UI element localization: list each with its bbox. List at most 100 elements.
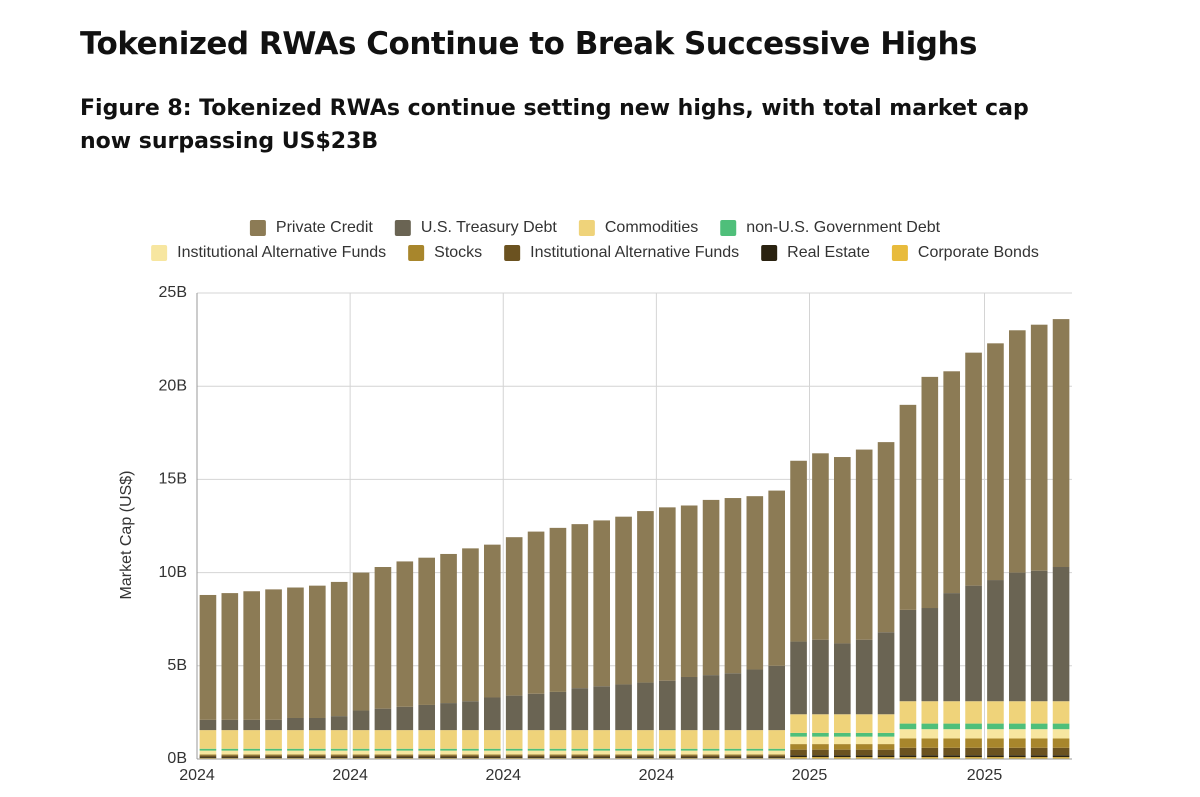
- bar-segment: [921, 376, 939, 609]
- bar-segment: [768, 730, 785, 749]
- bar-segment: [243, 719, 260, 731]
- bar-segment: [1030, 747, 1048, 756]
- bar-segment: [877, 732, 895, 737]
- bar-segment: [790, 736, 807, 745]
- bar-segment: [921, 729, 939, 739]
- bar-segment: [987, 757, 1004, 759]
- bar-segment: [899, 701, 917, 724]
- x-tick-label: 2024: [485, 767, 521, 784]
- bar-segment: [1009, 738, 1026, 748]
- bar-segment: [790, 714, 807, 733]
- bar-segment: [1052, 701, 1070, 724]
- bar-segment: [593, 686, 610, 731]
- bar-segment: [659, 755, 676, 758]
- bar-segment: [440, 553, 457, 704]
- bar-segment: [1030, 738, 1048, 748]
- bar-segment: [812, 755, 829, 758]
- bar-segment: [287, 755, 304, 758]
- bar-segment: [812, 744, 829, 750]
- bar-segment: [965, 747, 982, 756]
- bar-segment: [965, 755, 982, 758]
- bar-segment: [374, 567, 392, 709]
- bar-segment: [746, 748, 764, 751]
- bar-segment: [834, 749, 851, 756]
- bar-segment: [987, 747, 1004, 756]
- bar-segment: [352, 710, 370, 731]
- bar-segment: [265, 730, 282, 749]
- bar-segment: [987, 701, 1004, 724]
- bar-segment: [659, 754, 676, 756]
- bar-segment: [834, 755, 851, 758]
- bar-segment: [1009, 729, 1026, 739]
- bar-segment: [724, 757, 742, 759]
- bar-segment: [527, 531, 545, 694]
- legend-label: Institutional Alternative Funds: [177, 244, 386, 261]
- bar-segment: [943, 371, 960, 594]
- legend-swatch: [578, 220, 595, 236]
- bar-segment: [855, 755, 873, 758]
- bar-segment: [243, 730, 260, 749]
- bar-segment: [527, 754, 545, 756]
- bar-segment: [440, 757, 457, 759]
- bar-segment: [637, 730, 654, 749]
- y-axis-label: Market Cap (US$): [118, 471, 135, 600]
- bar-segment: [549, 754, 567, 756]
- bar-segment: [243, 748, 260, 751]
- bar-segment: [243, 750, 260, 755]
- bar-segment: [659, 757, 676, 759]
- bar-segment: [265, 755, 282, 758]
- bar-segment: [549, 691, 567, 731]
- bar-segment: [484, 757, 501, 759]
- bar-segment: [1009, 757, 1026, 759]
- legend-label: U.S. Treasury Debt: [421, 219, 558, 236]
- bar-segment: [1052, 755, 1070, 758]
- legend-label: Commodities: [605, 219, 698, 236]
- bar-segment: [1052, 723, 1070, 730]
- bar-segment: [724, 750, 742, 755]
- bar-segment: [287, 717, 304, 731]
- bar-segment: [637, 682, 654, 731]
- bar-segment: [374, 730, 392, 749]
- bar-segment: [309, 748, 326, 751]
- bar-segment: [921, 723, 939, 730]
- bar-segment: [440, 750, 457, 755]
- bar-segment: [834, 714, 851, 733]
- bar-segment: [855, 732, 873, 737]
- bar-segment: [396, 706, 414, 731]
- bar-segment: [899, 738, 917, 748]
- bar-segment: [965, 701, 982, 724]
- legend-swatch: [720, 220, 737, 236]
- bar-segment: [680, 676, 698, 731]
- bar-segment: [330, 750, 348, 755]
- legend-swatch: [394, 220, 411, 236]
- bar-segment: [484, 755, 501, 758]
- bar-segment: [637, 757, 654, 759]
- bar-segment: [593, 757, 610, 759]
- bar-segment: [724, 755, 742, 758]
- bar-segment: [965, 729, 982, 739]
- bar-segment: [221, 748, 239, 751]
- bar-segment: [746, 755, 764, 758]
- bar-segment: [746, 730, 764, 749]
- legend-swatch: [249, 220, 266, 236]
- bar-segment: [965, 585, 982, 702]
- bar-segment: [877, 442, 895, 633]
- bar-segment: [418, 704, 435, 731]
- legend-label: Corporate Bonds: [918, 244, 1039, 261]
- bar-segment: [505, 754, 523, 756]
- bar-segment: [462, 730, 479, 749]
- bar-segment: [812, 736, 829, 745]
- bar-segment: [987, 723, 1004, 730]
- bar-segment: [243, 755, 260, 758]
- bar-segment: [352, 754, 370, 756]
- bar-segment: [396, 754, 414, 756]
- y-tick-label: 25B: [159, 284, 187, 301]
- bar-segment: [768, 750, 785, 755]
- bar-segment: [571, 757, 589, 759]
- bar-segment: [702, 754, 720, 756]
- bar-segment: [549, 748, 567, 751]
- bar-segment: [943, 747, 960, 756]
- bar-segment: [615, 730, 632, 749]
- bar-segment: [987, 729, 1004, 739]
